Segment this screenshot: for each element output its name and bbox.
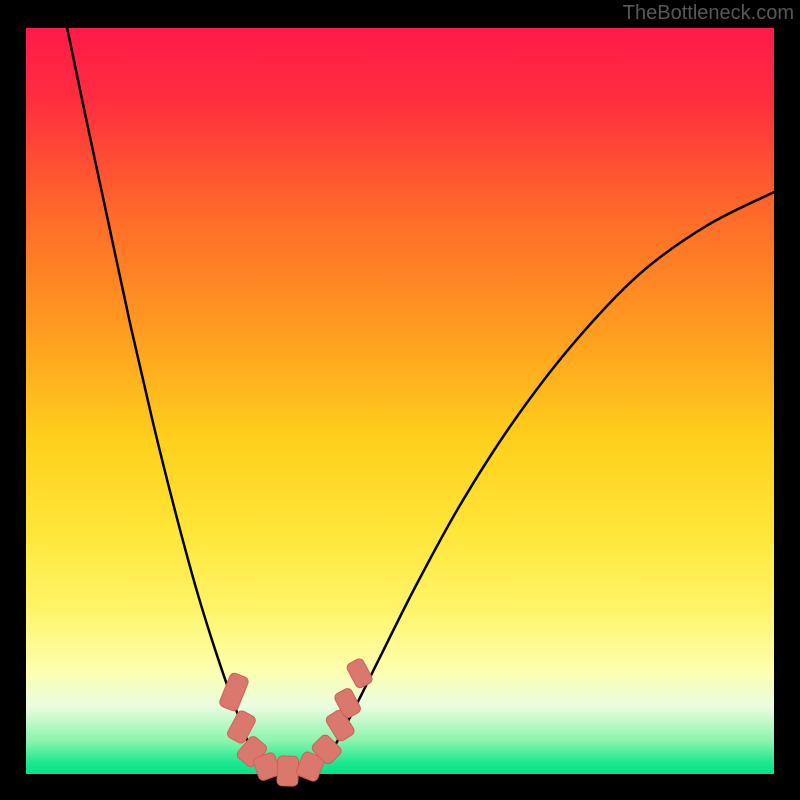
chart-container: TheBottleneck.com (0, 0, 800, 800)
data-marker (277, 756, 299, 787)
plot-area (26, 28, 774, 774)
watermark-text: TheBottleneck.com (623, 2, 794, 25)
chart-svg (0, 0, 800, 800)
